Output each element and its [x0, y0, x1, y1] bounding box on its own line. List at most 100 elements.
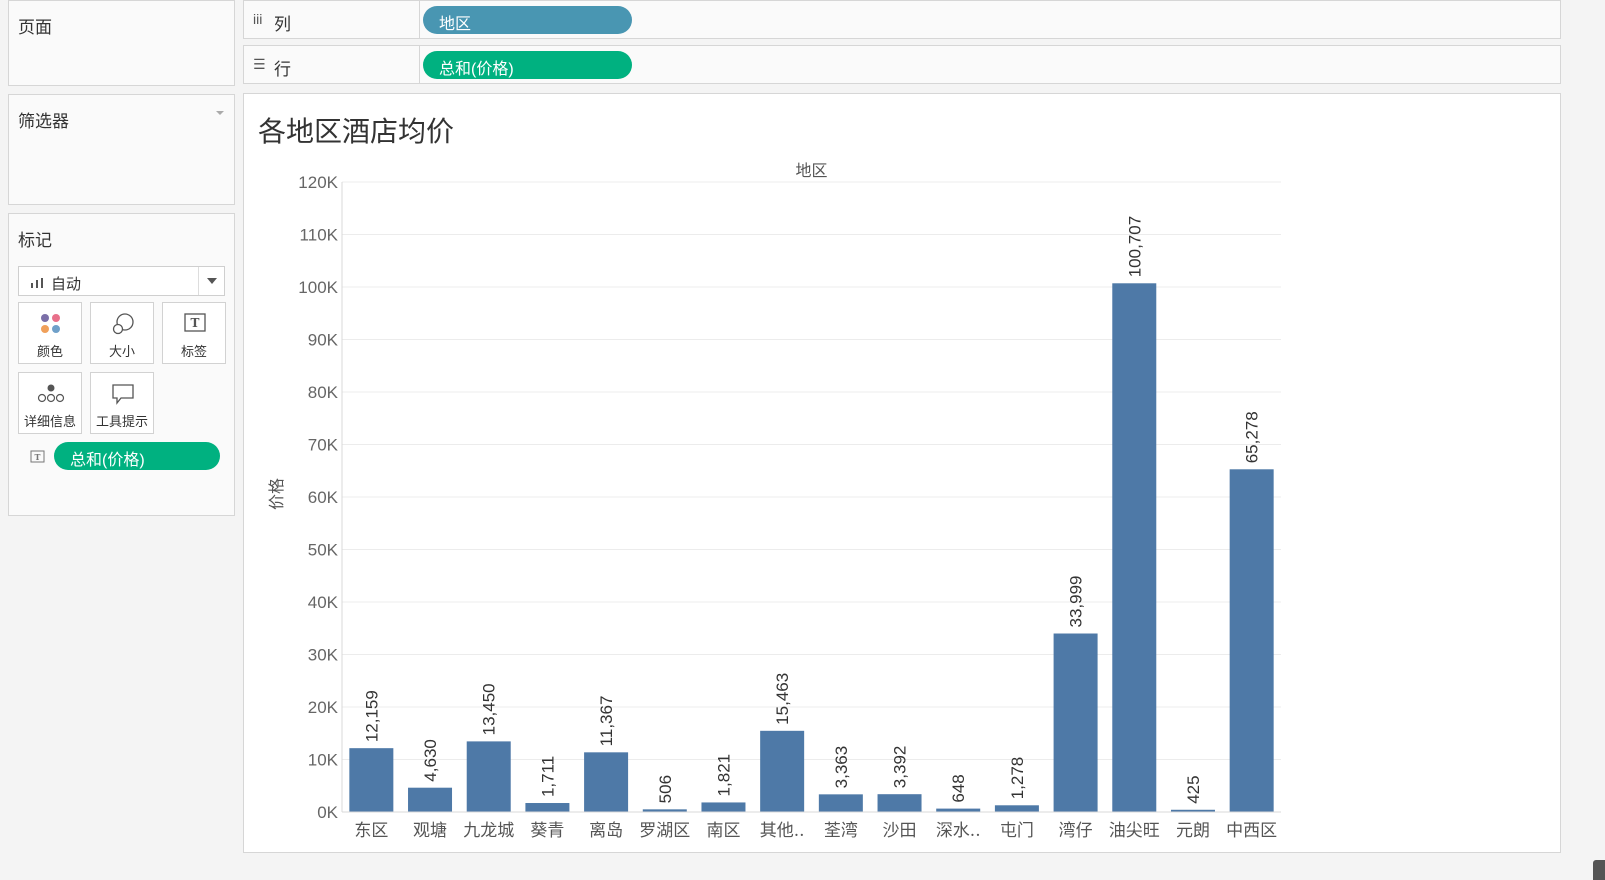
- x-tick-label: 油尖旺: [1109, 821, 1160, 841]
- columns-shelf[interactable]: iii 列 地区: [243, 0, 1561, 39]
- filters-menu-caret-icon[interactable]: [216, 111, 224, 115]
- x-tick-label: 离岛: [589, 821, 623, 841]
- mark-type-dropdown[interactable]: 自动: [18, 266, 225, 296]
- y-tick-label: 30K: [308, 646, 339, 665]
- chevron-down-icon[interactable]: [198, 267, 224, 295]
- bar[interactable]: [1112, 283, 1157, 812]
- bar[interactable]: [994, 805, 1039, 812]
- chart-view: 各地区酒店均价 12,159 4,630 13,450 1,711 11,367 506 1…: [243, 93, 1561, 853]
- x-tick-label: 元朗: [1176, 821, 1210, 841]
- bar-value-label: 1,821: [714, 754, 733, 797]
- x-tick-label: 屯门: [1000, 821, 1034, 841]
- tooltip-bubble-icon: [112, 384, 134, 405]
- y-tick-label: 80K: [308, 383, 339, 402]
- bar[interactable]: [1229, 469, 1274, 812]
- rows-icon: ☰: [253, 56, 266, 72]
- rows-shelf-label: ☰ 行: [244, 46, 420, 83]
- marks-title: 标记: [18, 231, 52, 250]
- rows-title: 行: [274, 60, 291, 79]
- x-tick-label: 湾仔: [1059, 821, 1093, 841]
- label-measure-pill[interactable]: 总和(价格): [54, 442, 220, 470]
- x-tick-label: 东区: [354, 821, 388, 841]
- bar-value-label: 11,367: [597, 696, 616, 747]
- columns-title: 列: [274, 15, 291, 34]
- bar[interactable]: [877, 794, 922, 812]
- bar-value-label: 3,392: [891, 746, 910, 789]
- y-tick-label: 60K: [308, 488, 339, 507]
- y-axis-title: 价格: [267, 478, 286, 510]
- detail-button-label: 详细信息: [23, 414, 76, 429]
- bar[interactable]: [818, 794, 863, 812]
- bar-value-label: 65,278: [1243, 411, 1262, 463]
- bar-value-label: 1,711: [538, 756, 557, 797]
- x-tick-label: 其他..: [760, 821, 805, 841]
- bar[interactable]: [584, 752, 629, 812]
- detail-dots-icon: [37, 384, 65, 403]
- tooltip-button-label: 工具提示: [95, 414, 148, 429]
- x-tick-label: 深水..: [936, 821, 981, 841]
- bar-value-label: 506: [656, 775, 675, 803]
- bar[interactable]: [1170, 809, 1215, 812]
- bar[interactable]: [408, 787, 453, 812]
- y-tick-label: 40K: [308, 593, 339, 612]
- bar-value-label: 15,463: [773, 673, 792, 725]
- columns-shelf-label: iii 列: [244, 1, 420, 38]
- x-tick-label: 沙田: [883, 821, 917, 841]
- bar-value-label: 13,450: [480, 683, 499, 735]
- bar[interactable]: [466, 741, 511, 812]
- label-button[interactable]: T 标签: [162, 302, 226, 364]
- y-tick-label: 100K: [298, 278, 338, 297]
- color-button-label: 颜色: [36, 344, 63, 359]
- y-tick-label: 0K: [317, 803, 338, 822]
- bar[interactable]: [1053, 633, 1098, 812]
- y-tick-label: 20K: [308, 698, 339, 717]
- size-button-label: 大小: [108, 344, 135, 359]
- mark-type-label: 自动: [51, 276, 82, 293]
- x-tick-label: 罗湖区: [639, 821, 690, 841]
- bar[interactable]: [701, 802, 746, 812]
- size-circles-icon: [112, 313, 134, 335]
- y-tick-label: 90K: [308, 331, 339, 350]
- bar[interactable]: [760, 730, 805, 812]
- bar-value-label: 648: [949, 774, 968, 802]
- x-tick-label: 中西区: [1226, 821, 1277, 841]
- x-tick-label: 南区: [706, 821, 740, 841]
- x-tick-label: 荃湾: [824, 821, 858, 841]
- price-measure-pill[interactable]: 总和(价格): [423, 51, 632, 79]
- y-tick-label: 50K: [308, 541, 339, 560]
- filters-panel[interactable]: 筛选器: [8, 94, 235, 205]
- column-header-label: 地区: [795, 161, 827, 180]
- bar-value-label: 425: [1184, 775, 1203, 803]
- filters-title: 筛选器: [18, 112, 69, 131]
- y-tick-label: 70K: [308, 436, 339, 455]
- bar-value-label: 12,159: [362, 690, 381, 742]
- bar-value-label: 33,999: [1067, 576, 1086, 628]
- tooltip-button[interactable]: 工具提示: [90, 372, 154, 434]
- y-tick-label: 120K: [298, 173, 338, 192]
- resize-handle[interactable]: [1593, 860, 1605, 880]
- chart-title: 各地区酒店均价: [258, 115, 455, 148]
- bar-chart: 12,159 4,630 13,450 1,711 11,367 506 1,821 15,4…: [267, 161, 1281, 841]
- detail-button[interactable]: 详细信息: [18, 372, 82, 434]
- bar[interactable]: [525, 803, 570, 812]
- columns-icon: iii: [253, 11, 263, 27]
- bars: 12,159 4,630 13,450 1,711 11,367 506 1,821 15,4…: [349, 216, 1274, 812]
- rows-shelf[interactable]: ☰ 行 总和(价格): [243, 45, 1561, 84]
- label-text-icon: T: [184, 313, 206, 332]
- bar[interactable]: [349, 748, 394, 812]
- region-dimension-pill[interactable]: 地区: [423, 6, 632, 34]
- x-tick-label: 葵青: [530, 821, 564, 841]
- bar[interactable]: [642, 809, 687, 812]
- bar-value-label: 3,363: [832, 746, 851, 789]
- x-tick-label: 九龙城: [463, 821, 514, 841]
- size-button[interactable]: 大小: [90, 302, 154, 364]
- bar-value-label: 1,278: [1008, 757, 1027, 800]
- color-button[interactable]: 颜色: [18, 302, 82, 364]
- y-tick-label: 10K: [308, 751, 339, 770]
- axes: 地区 0K 10K 20K 30K 40K 50K 60K 70K 80K 90K 100K 110K 1…: [267, 161, 1281, 841]
- bar-chart-icon: [31, 278, 47, 288]
- color-dots-icon: [41, 314, 60, 333]
- pages-panel[interactable]: 页面: [8, 0, 235, 86]
- marks-panel: 标记 自动 颜色 大小 T 标签: [8, 213, 235, 516]
- bar[interactable]: [936, 808, 981, 812]
